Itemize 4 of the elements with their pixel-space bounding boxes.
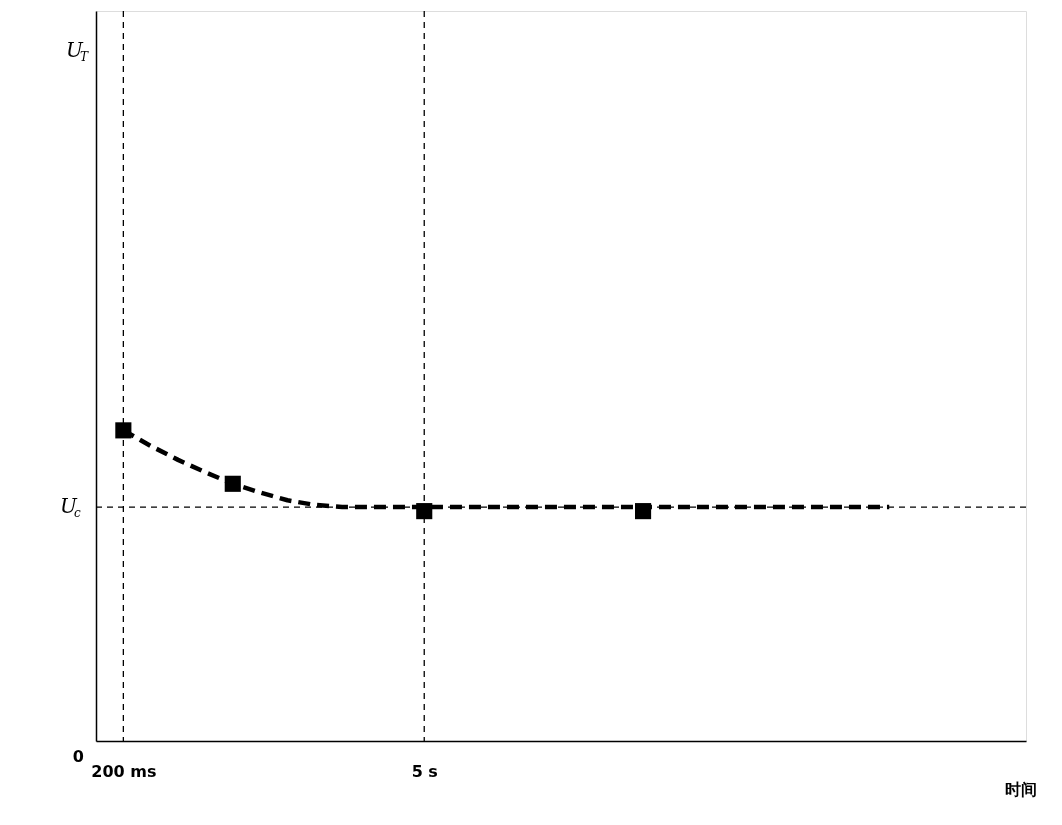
x-tick-label: 200 ms — [91, 761, 157, 781]
x-axis-title: 时间 — [1004, 779, 1037, 799]
x-tick-label: 5 s — [411, 761, 438, 781]
text: 0 — [72, 747, 84, 766]
